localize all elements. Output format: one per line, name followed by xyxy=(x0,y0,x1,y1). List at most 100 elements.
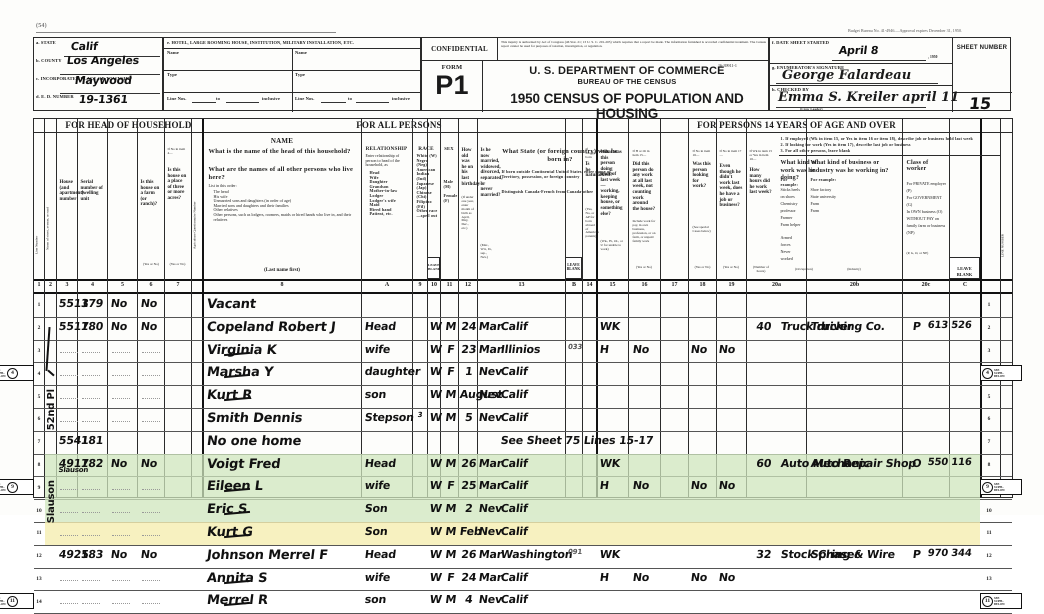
cell-birth[interactable]: Illinios xyxy=(500,342,542,356)
cell-rel[interactable]: Head xyxy=(364,547,397,561)
cell-farm[interactable]: No xyxy=(110,456,128,470)
cell-c15[interactable]: H xyxy=(599,479,610,493)
cell-c16[interactable]: No xyxy=(632,342,650,356)
sheet-number-value[interactable]: 15 xyxy=(968,94,993,113)
cell-age[interactable]: 26 xyxy=(460,456,478,470)
cell-race[interactable]: W xyxy=(429,502,443,516)
cell-rel[interactable]: son xyxy=(364,388,387,402)
cell-age[interactable]: 24 xyxy=(460,570,478,584)
county-value[interactable]: Los Angeles xyxy=(66,54,140,67)
cell-house[interactable]: 4925 xyxy=(58,547,90,561)
cell-age[interactable]: 5 xyxy=(464,411,474,424)
cell-marital[interactable]: Mar xyxy=(478,456,503,470)
cell-name[interactable]: Vacant xyxy=(206,297,257,312)
cell-marital[interactable]: Nev xyxy=(478,388,503,402)
cell-birth[interactable]: See Sheet 75 Lines 15-17 xyxy=(500,433,655,447)
cell-birth[interactable]: Calif xyxy=(500,570,529,584)
cell-house[interactable]: 5517 xyxy=(58,319,90,333)
cell-marital[interactable]: Nev xyxy=(478,525,503,538)
cell-sex[interactable]: M xyxy=(444,502,457,516)
cell-name[interactable]: Kurt G xyxy=(206,525,254,540)
cell-rel[interactable]: daughter xyxy=(364,365,421,379)
cell-code[interactable]: 550 116 xyxy=(927,456,973,468)
cell-name[interactable]: Johnson Merrel F xyxy=(206,547,329,563)
street-label[interactable]: 52nd Pl xyxy=(46,389,57,431)
cell-serial[interactable]: 183 xyxy=(80,547,104,561)
cell-sex[interactable]: M xyxy=(444,593,457,607)
cell-sex[interactable]: M xyxy=(444,456,457,470)
cell-c17[interactable]: No xyxy=(690,570,708,584)
cell-rel[interactable]: wife xyxy=(364,342,391,356)
cell-marital[interactable]: Nev xyxy=(478,593,503,607)
cell-birth[interactable]: Calif xyxy=(500,479,529,493)
cell-sex[interactable]: F xyxy=(446,365,456,379)
cell-name[interactable]: No one home xyxy=(206,433,303,449)
cell-age[interactable]: Feb xyxy=(459,525,483,538)
cell-acres[interactable]: No xyxy=(140,547,158,561)
cell-race[interactable]: W xyxy=(429,411,443,424)
cell-age[interactable]: 1 xyxy=(464,365,474,379)
cell-birth[interactable]: Calif xyxy=(500,456,529,470)
cell-code[interactable]: 613 526 xyxy=(927,319,973,331)
cell-birth[interactable]: Calif xyxy=(500,388,529,402)
cell-nat[interactable]: 091 xyxy=(567,547,583,556)
cell-race[interactable]: W xyxy=(429,570,443,584)
cell-sex[interactable]: M xyxy=(444,547,457,561)
ed-value[interactable]: 19-1361 xyxy=(78,93,129,106)
cell-sex[interactable]: M xyxy=(444,319,457,333)
cell-c18[interactable]: No xyxy=(718,570,736,584)
cell-race[interactable]: W xyxy=(429,593,443,607)
cell-farm[interactable]: No xyxy=(110,319,128,333)
cell-class[interactable]: O xyxy=(911,456,923,470)
cell-c15[interactable]: H xyxy=(599,342,610,356)
cell-race[interactable]: W xyxy=(429,388,443,402)
cell-race[interactable]: W xyxy=(429,525,443,538)
cell-sex[interactable]: F xyxy=(446,342,456,356)
street-label[interactable]: Slauson xyxy=(46,479,57,523)
cell-race[interactable]: W xyxy=(429,547,443,561)
cell-rel[interactable]: Son xyxy=(364,502,389,516)
cell-name[interactable]: Marsha Y xyxy=(206,365,275,381)
cell-c17[interactable]: No xyxy=(690,342,708,356)
cell-c15[interactable]: H xyxy=(599,570,610,584)
cell-acres[interactable]: No xyxy=(140,297,158,310)
cell-farm[interactable]: No xyxy=(110,547,128,561)
cell-acres[interactable]: No xyxy=(140,456,158,470)
cell-name[interactable]: Smith Dennis xyxy=(206,411,304,426)
cell-sex[interactable]: F xyxy=(446,479,456,493)
cell-age[interactable]: August xyxy=(459,388,504,402)
cell-birth[interactable]: Calif xyxy=(500,365,529,379)
checked-by-signature[interactable]: Emma S. Kreiler april 11 xyxy=(778,90,960,105)
cell-birth[interactable]: Washington xyxy=(500,547,574,561)
cell-marital[interactable]: Nev xyxy=(478,411,503,424)
cell-hours[interactable]: 40 xyxy=(755,319,773,333)
cell-race[interactable]: W xyxy=(429,479,443,493)
cell-marital[interactable]: Nev xyxy=(478,365,503,379)
cell-sex[interactable]: M xyxy=(444,525,457,538)
cell-c18[interactable]: No xyxy=(718,479,736,493)
cell-marital[interactable]: Mar xyxy=(478,319,503,333)
cell-c16[interactable]: No xyxy=(632,479,650,493)
cell-relnum[interactable]: 3 xyxy=(417,411,423,419)
cell-birth[interactable]: Calif xyxy=(500,525,529,538)
date-started-value[interactable]: April 8 xyxy=(838,44,880,57)
cell-birth[interactable]: Calif xyxy=(500,593,529,607)
cell-serial[interactable]: 180 xyxy=(80,319,104,333)
cell-ind[interactable]: Spring & Wire xyxy=(810,547,896,561)
cell-rel[interactable]: Stepson xyxy=(364,411,415,424)
cell-age[interactable]: 23 xyxy=(460,342,478,356)
cell-c17[interactable]: No xyxy=(690,479,708,493)
cell-hours[interactable]: 60 xyxy=(755,456,773,470)
cell-marital[interactable]: Nev xyxy=(478,502,503,516)
cell-nat[interactable]: 033 xyxy=(567,342,583,351)
cell-ind[interactable]: Trucking Co. xyxy=(810,319,886,333)
cell-c15[interactable]: WK xyxy=(599,319,621,333)
cell-hours[interactable]: 32 xyxy=(755,547,773,561)
cell-marital[interactable]: Mar xyxy=(478,547,503,561)
cell-race[interactable]: W xyxy=(429,365,443,379)
cell-house[interactable]: 5513 xyxy=(58,297,90,310)
cell-farm[interactable]: No xyxy=(110,297,128,310)
cell-rel[interactable]: Head xyxy=(364,456,397,470)
cell-acres[interactable]: No xyxy=(140,319,158,333)
enumerator-signature[interactable]: George Falardeau xyxy=(782,68,912,83)
